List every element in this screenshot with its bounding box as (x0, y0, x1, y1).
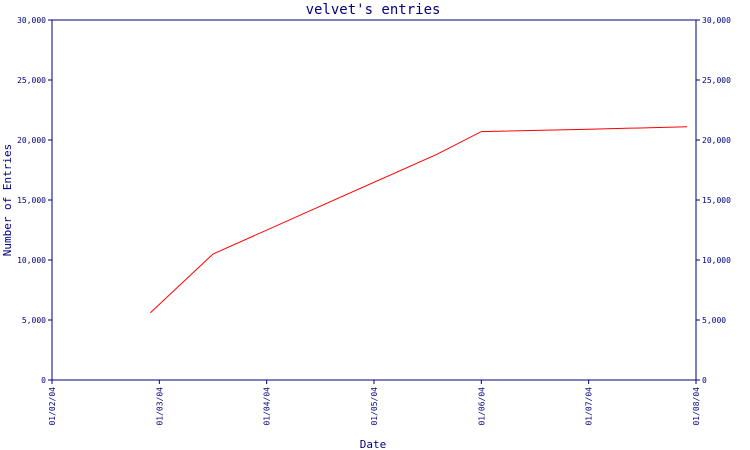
right-y-tick-label: 30,000 (702, 16, 731, 25)
left-y-axis: 0 5,000 10,000 15,000 20,000 25,000 30,000 (17, 16, 52, 385)
series-layer (150, 126, 688, 314)
plot-frame (51, 19, 697, 381)
x-tick-label: 01/02/04 (48, 387, 57, 426)
series-line (150, 126, 688, 314)
right-y-tick-label: 10,000 (702, 256, 731, 265)
right-y-axis: 0 5,000 10,000 15,000 20,000 25,000 30,000 (696, 16, 731, 385)
left-y-tick-label: 15,000 (17, 196, 46, 205)
left-y-tick-label: 0 (41, 376, 46, 385)
right-y-tick-label: 0 (702, 376, 707, 385)
right-y-tick-label: 5,000 (702, 316, 726, 325)
x-tick-label: 01/03/04 (155, 387, 164, 426)
left-y-tick-label: 5,000 (22, 316, 46, 325)
y-axis-label: Number of Entries (1, 144, 14, 257)
x-tick-label: 01/05/04 (370, 387, 379, 426)
right-y-tick-label: 20,000 (702, 136, 731, 145)
x-tick-label: 01/08/04 (692, 387, 701, 426)
left-y-tick-label: 10,000 (17, 256, 46, 265)
left-y-tick-label: 25,000 (17, 76, 46, 85)
right-y-tick-label: 15,000 (702, 196, 731, 205)
x-tick-label: 01/07/04 (585, 387, 594, 426)
x-tick-label: 01/06/04 (477, 387, 486, 426)
chart-title: velvet's entries (306, 2, 441, 18)
right-y-tick-label: 25,000 (702, 76, 731, 85)
x-axis: 01/02/04 01/03/04 01/04/04 01/05/04 01/06/04… (48, 380, 701, 426)
plot-area (51, 19, 697, 381)
x-axis-label: Date (360, 438, 387, 450)
left-y-tick-label: 20,000 (17, 136, 46, 145)
left-y-tick-label: 30,000 (17, 16, 46, 25)
x-tick-label: 01/04/04 (263, 387, 272, 426)
